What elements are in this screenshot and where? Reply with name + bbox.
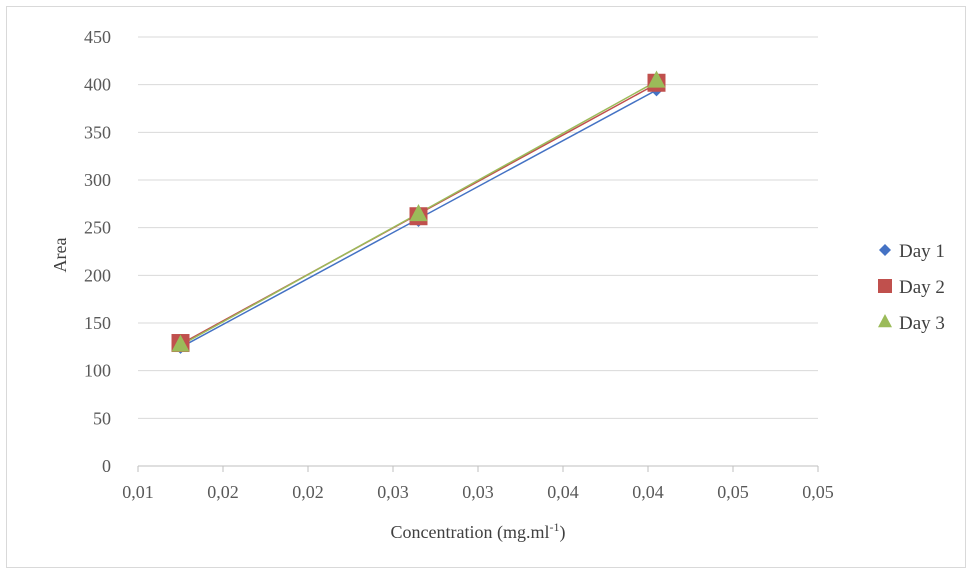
y-tick-label: 150 (84, 313, 111, 333)
x-axis-title-superscript: -1 (549, 520, 559, 534)
x-tick-label: 0,01 (122, 482, 154, 502)
data-point-triangle (647, 70, 666, 88)
data-point-triangle (171, 334, 190, 352)
y-tick-label: 300 (84, 170, 111, 190)
y-tick-label: 450 (84, 27, 111, 47)
y-tick-label: 400 (84, 75, 111, 95)
y-axis-title: Area (50, 238, 70, 273)
legend-label: Day 2 (899, 277, 945, 298)
gridlines (138, 36, 818, 419)
y-tick-label: 50 (93, 408, 111, 428)
y-tick-label: 250 (84, 218, 111, 238)
y-tick-label: 350 (84, 122, 111, 142)
axes (137, 465, 819, 472)
x-tick-label: 0,04 (547, 482, 579, 502)
y-tick-label: 100 (84, 361, 111, 381)
x-tick-labels: 0,01 0,02 0,02 0,03 0,03 0,04 0,04 0,05 0,05 (122, 482, 834, 502)
x-tick-label: 0,02 (207, 482, 239, 502)
x-tick-label: 0,03 (462, 482, 494, 502)
y-tick-label: 0 (102, 456, 111, 476)
x-tick-label: 0,03 (377, 482, 409, 502)
legend: Day 1 Day 2 Day 3 (878, 241, 945, 334)
x-tick-label: 0,02 (292, 482, 324, 502)
x-tick-label: 0,04 (632, 482, 664, 502)
x-axis-title-end: ) (559, 522, 565, 543)
chart-frame (6, 6, 966, 568)
x-axis-title: Concentration (mg.ml-1) (391, 520, 566, 543)
x-tick-label: 0,05 (717, 482, 749, 502)
legend-marker (879, 244, 891, 256)
x-tick-label: 0,05 (802, 482, 834, 502)
data-point-triangle (409, 203, 428, 222)
legend-label: Day 1 (899, 241, 945, 262)
x-axis-title-main: Concentration (mg.ml (391, 522, 550, 543)
data-points (171, 70, 666, 354)
y-tick-label: 200 (84, 265, 111, 285)
legend-marker (878, 313, 892, 328)
legend-marker (878, 279, 892, 293)
y-tick-labels: 0 50 100 150 200 250 300 350 400 450 (84, 27, 111, 476)
legend-label: Day 3 (899, 313, 945, 334)
